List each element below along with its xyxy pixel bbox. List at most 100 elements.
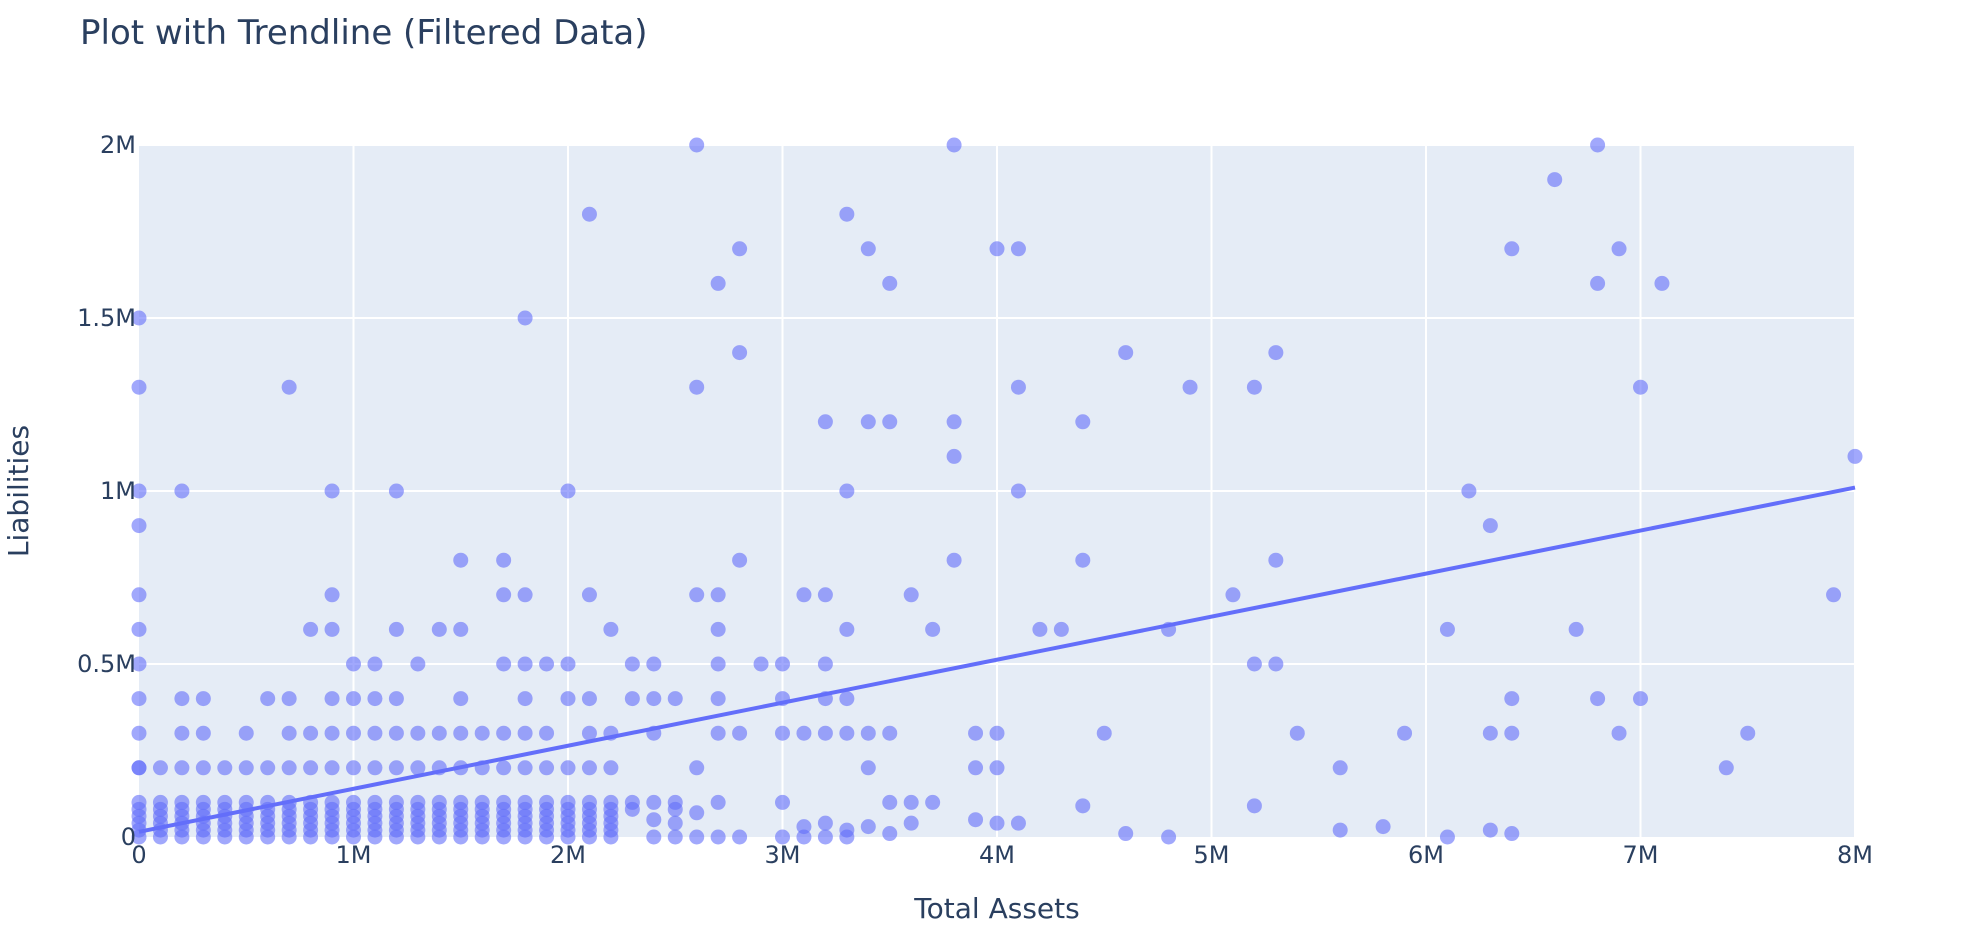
data-point	[839, 621, 855, 637]
data-point	[1161, 829, 1177, 845]
data-point	[539, 760, 555, 776]
data-point	[260, 691, 276, 707]
data-point	[1482, 518, 1498, 534]
data-point	[946, 137, 962, 153]
data-point	[989, 760, 1005, 776]
data-point	[410, 656, 426, 672]
data-point	[710, 829, 726, 845]
data-point	[753, 656, 769, 672]
data-point	[1740, 725, 1756, 741]
data-point	[1332, 760, 1348, 776]
data-point	[710, 656, 726, 672]
x-tick-label: 1M	[336, 841, 372, 869]
data-point	[367, 725, 383, 741]
data-point	[817, 815, 833, 831]
data-point	[324, 725, 340, 741]
data-point	[346, 691, 361, 707]
data-point	[195, 794, 211, 810]
data-point	[882, 275, 898, 291]
data-point	[689, 587, 705, 603]
data-point	[260, 760, 276, 776]
x-tick-label: 6M	[1408, 841, 1444, 869]
data-point	[388, 483, 404, 499]
data-point	[453, 794, 469, 810]
data-point	[496, 794, 512, 810]
data-point	[560, 691, 576, 707]
data-point	[346, 760, 361, 776]
x-axis-title: Total Assets	[913, 892, 1079, 925]
data-point	[131, 725, 147, 741]
data-point	[238, 760, 254, 776]
data-point	[281, 379, 297, 395]
data-point	[860, 819, 876, 835]
data-point	[839, 483, 855, 499]
data-point	[1654, 275, 1670, 291]
x-tick-label: 8M	[1837, 841, 1873, 869]
data-point	[710, 794, 726, 810]
data-point	[517, 691, 533, 707]
y-axis-ticks: 0 0.5M 1M 1.5M 2M	[77, 131, 136, 851]
data-point	[496, 552, 512, 568]
data-point	[1590, 137, 1606, 153]
data-point	[1225, 587, 1241, 603]
data-point	[1010, 815, 1026, 831]
data-point	[667, 815, 683, 831]
data-point	[796, 587, 812, 603]
data-point	[1246, 379, 1262, 395]
data-points	[131, 137, 1863, 845]
data-point	[603, 621, 619, 637]
data-point	[131, 656, 147, 672]
data-point	[496, 725, 512, 741]
data-point	[131, 518, 147, 534]
data-point	[517, 310, 533, 326]
data-point	[667, 691, 683, 707]
data-point	[968, 760, 984, 776]
data-point	[1718, 760, 1734, 776]
data-point	[1375, 819, 1391, 835]
data-point	[1010, 379, 1026, 395]
data-point	[581, 760, 597, 776]
data-point	[882, 414, 898, 430]
data-point	[689, 137, 705, 153]
data-point	[517, 656, 533, 672]
data-point	[281, 691, 297, 707]
data-point	[152, 794, 168, 810]
data-point	[388, 760, 404, 776]
data-point	[560, 760, 576, 776]
data-point	[603, 794, 619, 810]
data-point	[217, 794, 233, 810]
data-point	[174, 760, 190, 776]
data-point	[1847, 448, 1863, 464]
data-point	[1096, 725, 1112, 741]
trendline-group	[138, 485, 1856, 834]
data-point	[303, 760, 319, 776]
data-point	[346, 725, 361, 741]
data-point	[453, 621, 469, 637]
data-point	[775, 794, 790, 810]
data-point	[217, 760, 233, 776]
data-point	[989, 815, 1005, 831]
data-point	[710, 587, 726, 603]
data-point	[238, 725, 254, 741]
data-point	[1032, 621, 1048, 637]
y-tick-label: 1.5M	[77, 304, 136, 332]
data-point	[689, 829, 705, 845]
data-point	[388, 794, 404, 810]
data-point	[131, 760, 147, 776]
data-point	[1268, 656, 1284, 672]
data-point	[603, 760, 619, 776]
x-tick-label: 2M	[550, 841, 586, 869]
data-point	[1482, 725, 1498, 741]
data-point	[303, 725, 319, 741]
data-point	[431, 725, 447, 741]
data-point	[238, 794, 254, 810]
data-point	[1504, 241, 1520, 257]
data-point	[453, 691, 469, 707]
data-point	[968, 725, 984, 741]
data-point	[496, 587, 512, 603]
data-point	[1268, 345, 1284, 361]
data-point	[882, 794, 898, 810]
data-point	[882, 826, 898, 842]
data-point	[431, 794, 447, 810]
data-point	[152, 760, 168, 776]
